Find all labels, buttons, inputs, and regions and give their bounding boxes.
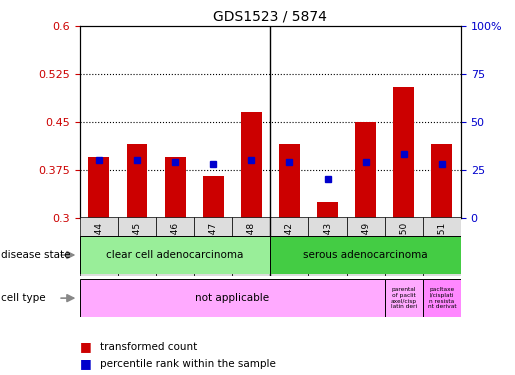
Bar xyxy=(80,236,270,274)
Bar xyxy=(232,217,270,276)
Bar xyxy=(127,144,147,218)
Bar xyxy=(89,157,109,218)
Text: percentile rank within the sample: percentile rank within the sample xyxy=(100,359,277,369)
Title: GDS1523 / 5874: GDS1523 / 5874 xyxy=(213,10,328,24)
Bar xyxy=(423,217,461,276)
Text: parental
of paclit
axel/cisp
latin deri: parental of paclit axel/cisp latin deri xyxy=(391,287,417,309)
Text: GSM65651: GSM65651 xyxy=(437,222,447,271)
Bar xyxy=(80,217,118,276)
Bar xyxy=(270,217,308,276)
Bar xyxy=(393,87,414,218)
Bar xyxy=(317,202,338,217)
Text: GSM65646: GSM65646 xyxy=(170,222,180,271)
Text: GSM65642: GSM65642 xyxy=(285,222,294,271)
Bar xyxy=(241,112,262,218)
Text: GSM65643: GSM65643 xyxy=(323,222,332,271)
Bar xyxy=(194,217,232,276)
Bar xyxy=(279,144,300,218)
Text: disease state: disease state xyxy=(1,250,70,260)
Text: GSM65648: GSM65648 xyxy=(247,222,256,271)
Bar xyxy=(270,236,461,274)
Bar xyxy=(308,217,347,276)
Bar xyxy=(355,122,376,218)
Bar xyxy=(80,279,385,317)
Bar xyxy=(118,217,156,276)
Text: GSM65647: GSM65647 xyxy=(209,222,218,271)
Bar xyxy=(156,217,194,276)
Text: cell type: cell type xyxy=(1,293,45,303)
Text: not applicable: not applicable xyxy=(195,293,269,303)
Text: ■: ■ xyxy=(80,340,92,353)
Text: pacltaxe
l/cisplati
n resista
nt derivat: pacltaxe l/cisplati n resista nt derivat xyxy=(427,287,456,309)
Text: GSM65644: GSM65644 xyxy=(94,222,104,271)
Bar xyxy=(203,176,224,218)
Text: GSM65650: GSM65650 xyxy=(399,222,408,271)
Text: serous adenocarcinoma: serous adenocarcinoma xyxy=(303,250,428,260)
Text: ■: ■ xyxy=(80,357,92,370)
Text: GSM65645: GSM65645 xyxy=(132,222,142,271)
Bar xyxy=(165,157,185,218)
Text: clear cell adenocarcinoma: clear cell adenocarcinoma xyxy=(107,250,244,260)
Bar xyxy=(347,217,385,276)
Text: transformed count: transformed count xyxy=(100,342,198,352)
Bar xyxy=(385,279,423,317)
Bar xyxy=(423,279,461,317)
Text: GSM65649: GSM65649 xyxy=(361,222,370,271)
Bar xyxy=(432,144,452,218)
Bar xyxy=(385,217,423,276)
